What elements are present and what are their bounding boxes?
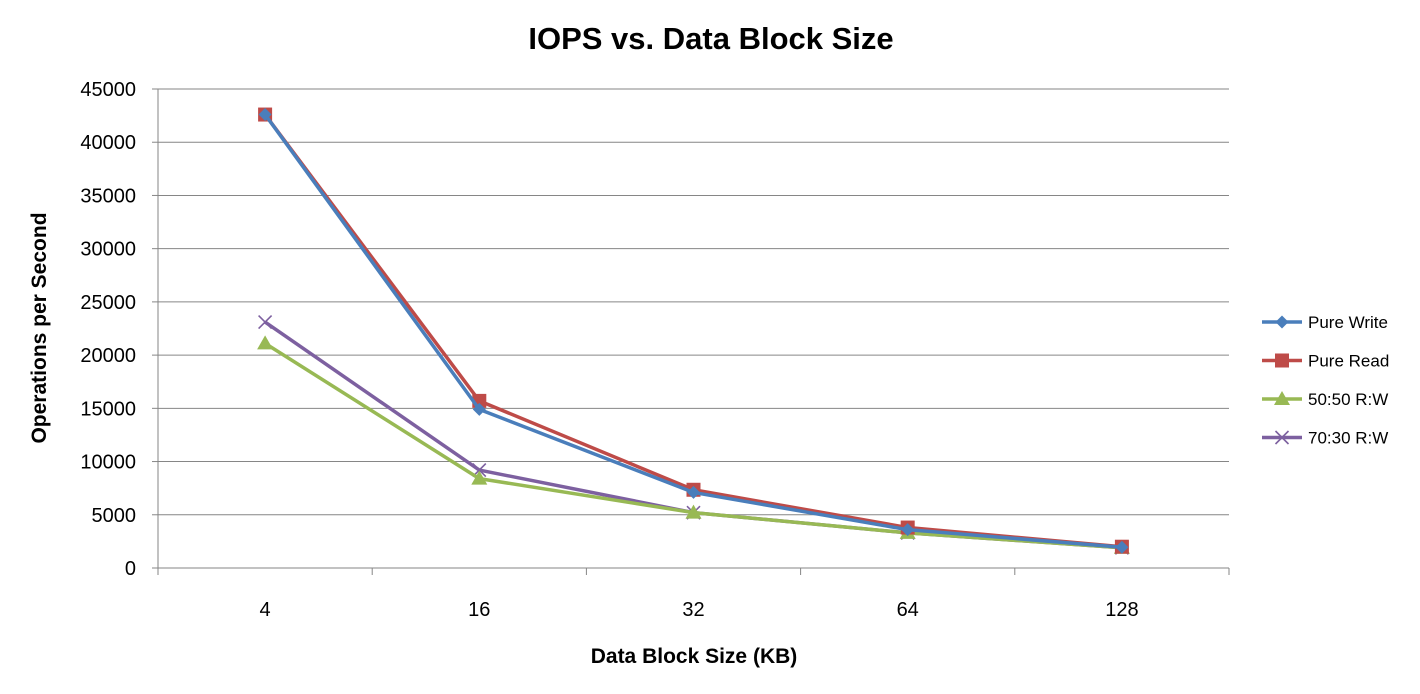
legend-marker-50-50-r-w <box>1274 391 1290 405</box>
data-point-70-30-r-w-stroke <box>258 315 273 330</box>
chart-title: IOPS vs. Data Block Size <box>528 21 893 56</box>
x-tick-label: 128 <box>1105 599 1138 621</box>
y-tick-label: 15000 <box>80 398 136 420</box>
y-tick-label: 25000 <box>80 292 136 314</box>
y-tick-label: 5000 <box>92 505 137 527</box>
data-point-50-50-r-w <box>471 470 488 485</box>
series-50-50-r-w <box>257 335 1130 554</box>
series-line-pure-read <box>263 113 1123 549</box>
x-tick-label: 4 <box>260 599 271 621</box>
legend-item-pure-write: Pure Write <box>1262 313 1388 332</box>
y-tick-label: 40000 <box>80 132 136 154</box>
data-point-70-30-r-w <box>258 315 273 330</box>
data-point-pure-write <box>1115 540 1129 554</box>
legend-label-50-50-r-w: 50:50 R:W <box>1308 390 1388 409</box>
y-tick-label: 45000 <box>80 79 136 101</box>
series-line-pure-write <box>263 113 1123 549</box>
y-tick-label: 10000 <box>80 452 136 474</box>
gridlines <box>158 88 1229 516</box>
x-tick-label: 32 <box>682 599 704 621</box>
y-tick-label: 0 <box>125 558 136 580</box>
series-pure-write <box>258 108 1129 554</box>
y-tick-label: 30000 <box>80 239 136 261</box>
legend-item-pure-read: Pure Read <box>1262 352 1389 371</box>
y-tick-label: 35000 <box>80 185 136 207</box>
x-tick-label: 16 <box>468 599 490 621</box>
legend-marker-70-30-r-w <box>1274 430 1290 445</box>
data-point-pure-write <box>901 523 915 537</box>
data-point-50-50-r-w <box>257 335 274 350</box>
x-axis-title: Data Block Size (KB) <box>591 645 798 668</box>
legend-marker-pure-write <box>1275 315 1289 329</box>
legend-item-70-30-r-w: 70:30 R:W <box>1262 429 1388 448</box>
data-point-pure-write <box>258 108 272 122</box>
y-tick-label: 20000 <box>80 345 136 367</box>
axes: 0 5000 10000 15000 20000 25000 30000 35000 40000… <box>80 79 1230 621</box>
legend-label-pure-write: Pure Write <box>1308 313 1388 332</box>
y-axis-title: Operations per Second <box>28 212 51 443</box>
legend: Pure Write Pure Read 50:50 R:W 70:30 R:W <box>1262 313 1389 448</box>
legend-item-50-50-r-w: 50:50 R:W <box>1262 390 1388 409</box>
legend-label-pure-read: Pure Read <box>1308 352 1389 371</box>
data-point-pure-write <box>472 402 486 416</box>
data-point-50-50-r-w <box>685 504 702 519</box>
x-tick-label: 64 <box>897 599 919 621</box>
legend-marker-pure-read <box>1275 353 1289 368</box>
series-group <box>257 107 1130 555</box>
legend-marker-70-30-r-w-stroke <box>1274 430 1290 445</box>
legend-label-70-30-r-w: 70:30 R:W <box>1308 429 1388 448</box>
data-point-pure-write <box>687 485 700 499</box>
